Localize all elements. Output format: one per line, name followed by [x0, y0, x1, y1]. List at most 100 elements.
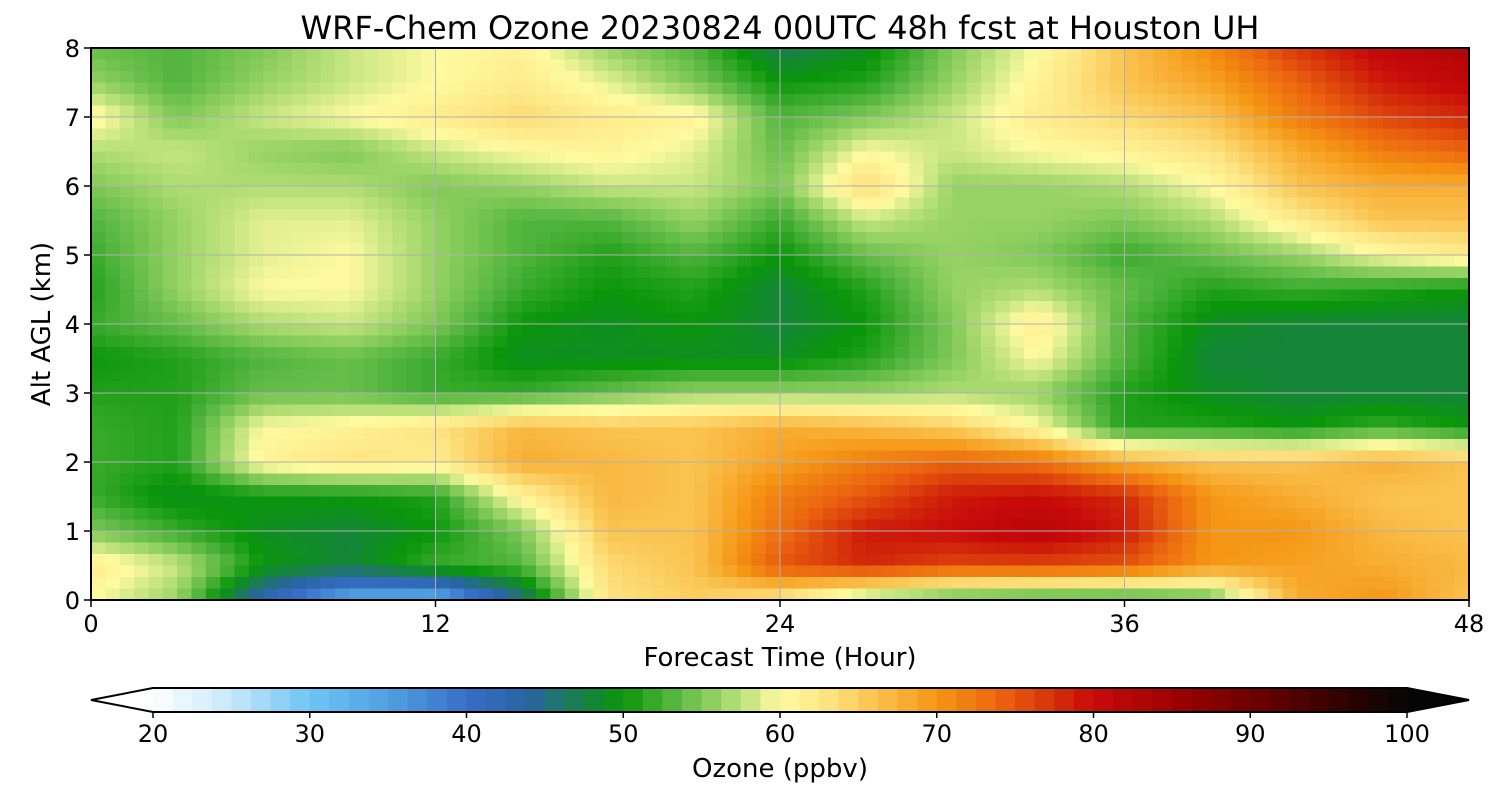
heatmap-cell — [751, 577, 767, 590]
heatmap-cell — [1325, 94, 1341, 107]
heatmap-cell — [607, 140, 623, 153]
heatmap-cell — [263, 105, 279, 118]
heatmap-cell — [794, 370, 810, 383]
heatmap-cell — [1296, 59, 1312, 72]
heatmap-cell — [1425, 542, 1441, 555]
heatmap-cell — [564, 209, 580, 222]
heatmap-cell — [1081, 416, 1097, 429]
heatmap-cell — [693, 542, 709, 555]
heatmap-cell — [708, 128, 724, 141]
heatmap-cell — [1440, 473, 1456, 486]
heatmap-cell — [119, 439, 135, 452]
heatmap-cell — [220, 48, 236, 61]
heatmap-cell — [622, 186, 638, 199]
heatmap-cell — [1196, 393, 1212, 406]
heatmap-cell — [492, 381, 508, 394]
heatmap-cell — [708, 416, 724, 429]
heatmap-cell — [392, 82, 408, 95]
heatmap-cell — [837, 347, 853, 360]
heatmap-cell — [191, 554, 207, 567]
heatmap-cell — [220, 301, 236, 314]
heatmap-cell — [1354, 289, 1370, 302]
heatmap-cell — [1311, 266, 1327, 279]
heatmap-cell — [866, 174, 882, 187]
heatmap-cell — [1052, 301, 1068, 314]
heatmap-cell — [1081, 220, 1097, 233]
heatmap-cell — [1282, 324, 1298, 337]
heatmap-cell — [421, 347, 437, 360]
heatmap-cell — [851, 140, 867, 153]
heatmap-cell — [708, 255, 724, 268]
heatmap-cell — [866, 71, 882, 84]
heatmap-cell — [894, 117, 910, 130]
heatmap-cell — [1239, 151, 1255, 164]
colorbar-extend-high — [1407, 688, 1469, 712]
heatmap-cell — [306, 82, 322, 95]
heatmap-cell — [119, 82, 135, 95]
heatmap-cell — [1167, 473, 1183, 486]
heatmap-cell — [1454, 370, 1469, 383]
heatmap-cell — [851, 266, 867, 279]
heatmap-cell — [306, 140, 322, 153]
heatmap-cell — [1210, 542, 1226, 555]
heatmap-cell — [521, 278, 537, 291]
heatmap-cell — [148, 565, 164, 578]
heatmap-cell — [177, 404, 193, 417]
heatmap-cell — [679, 542, 695, 555]
heatmap-cell — [449, 577, 465, 590]
heatmap-cell — [1296, 554, 1312, 567]
heatmap-cell — [521, 186, 537, 199]
colorbar-segment — [1348, 688, 1369, 712]
heatmap-cell — [392, 565, 408, 578]
heatmap-cell — [507, 59, 523, 72]
heatmap-cell — [1239, 404, 1255, 417]
heatmap-cell — [650, 381, 666, 394]
heatmap-cell — [220, 174, 236, 187]
heatmap-cell — [449, 174, 465, 187]
heatmap-cell — [808, 485, 824, 498]
heatmap-cell — [421, 232, 437, 245]
heatmap-cell — [406, 163, 422, 176]
heatmap-cell — [808, 335, 824, 348]
heatmap-cell — [808, 59, 824, 72]
heatmap-cell — [1153, 94, 1169, 107]
heatmap-cell — [162, 197, 178, 210]
heatmap-cell — [478, 82, 494, 95]
heatmap-cell — [177, 186, 193, 199]
heatmap-cell — [1038, 554, 1054, 567]
heatmap-cell — [363, 462, 379, 475]
heatmap-cell — [335, 416, 350, 429]
heatmap-cell — [851, 554, 867, 567]
heatmap-cell — [1167, 508, 1183, 521]
heatmap-cell — [1153, 519, 1169, 532]
heatmap-cell — [794, 117, 810, 130]
heatmap-cell — [780, 163, 795, 176]
heatmap-cell — [105, 473, 121, 486]
heatmap-cell — [1167, 82, 1183, 95]
heatmap-cell — [751, 496, 767, 509]
heatmap-cell — [1282, 393, 1298, 406]
heatmap-cell — [378, 174, 394, 187]
heatmap-cell — [1368, 462, 1384, 475]
heatmap-cell — [119, 450, 135, 463]
heatmap-cell — [1411, 59, 1427, 72]
heatmap-cell — [91, 427, 106, 440]
heatmap-cell — [1038, 577, 1054, 590]
heatmap-cell — [1067, 393, 1083, 406]
heatmap-cell — [607, 542, 623, 555]
heatmap-cell — [1138, 462, 1154, 475]
heatmap-cell — [1224, 416, 1240, 429]
heatmap-cell — [1425, 508, 1441, 521]
heatmap-cell — [1268, 427, 1283, 440]
heatmap-cell — [492, 347, 508, 360]
heatmap-cell — [665, 128, 681, 141]
heatmap-cell — [607, 186, 623, 199]
heatmap-cell — [1368, 335, 1384, 348]
heatmap-cell — [952, 289, 968, 302]
heatmap-cell — [449, 508, 465, 521]
heatmap-cell — [507, 358, 523, 371]
heatmap-cell — [492, 519, 508, 532]
heatmap-cell — [679, 140, 695, 153]
heatmap-cell — [593, 393, 609, 406]
heatmap-cell — [1110, 485, 1126, 498]
